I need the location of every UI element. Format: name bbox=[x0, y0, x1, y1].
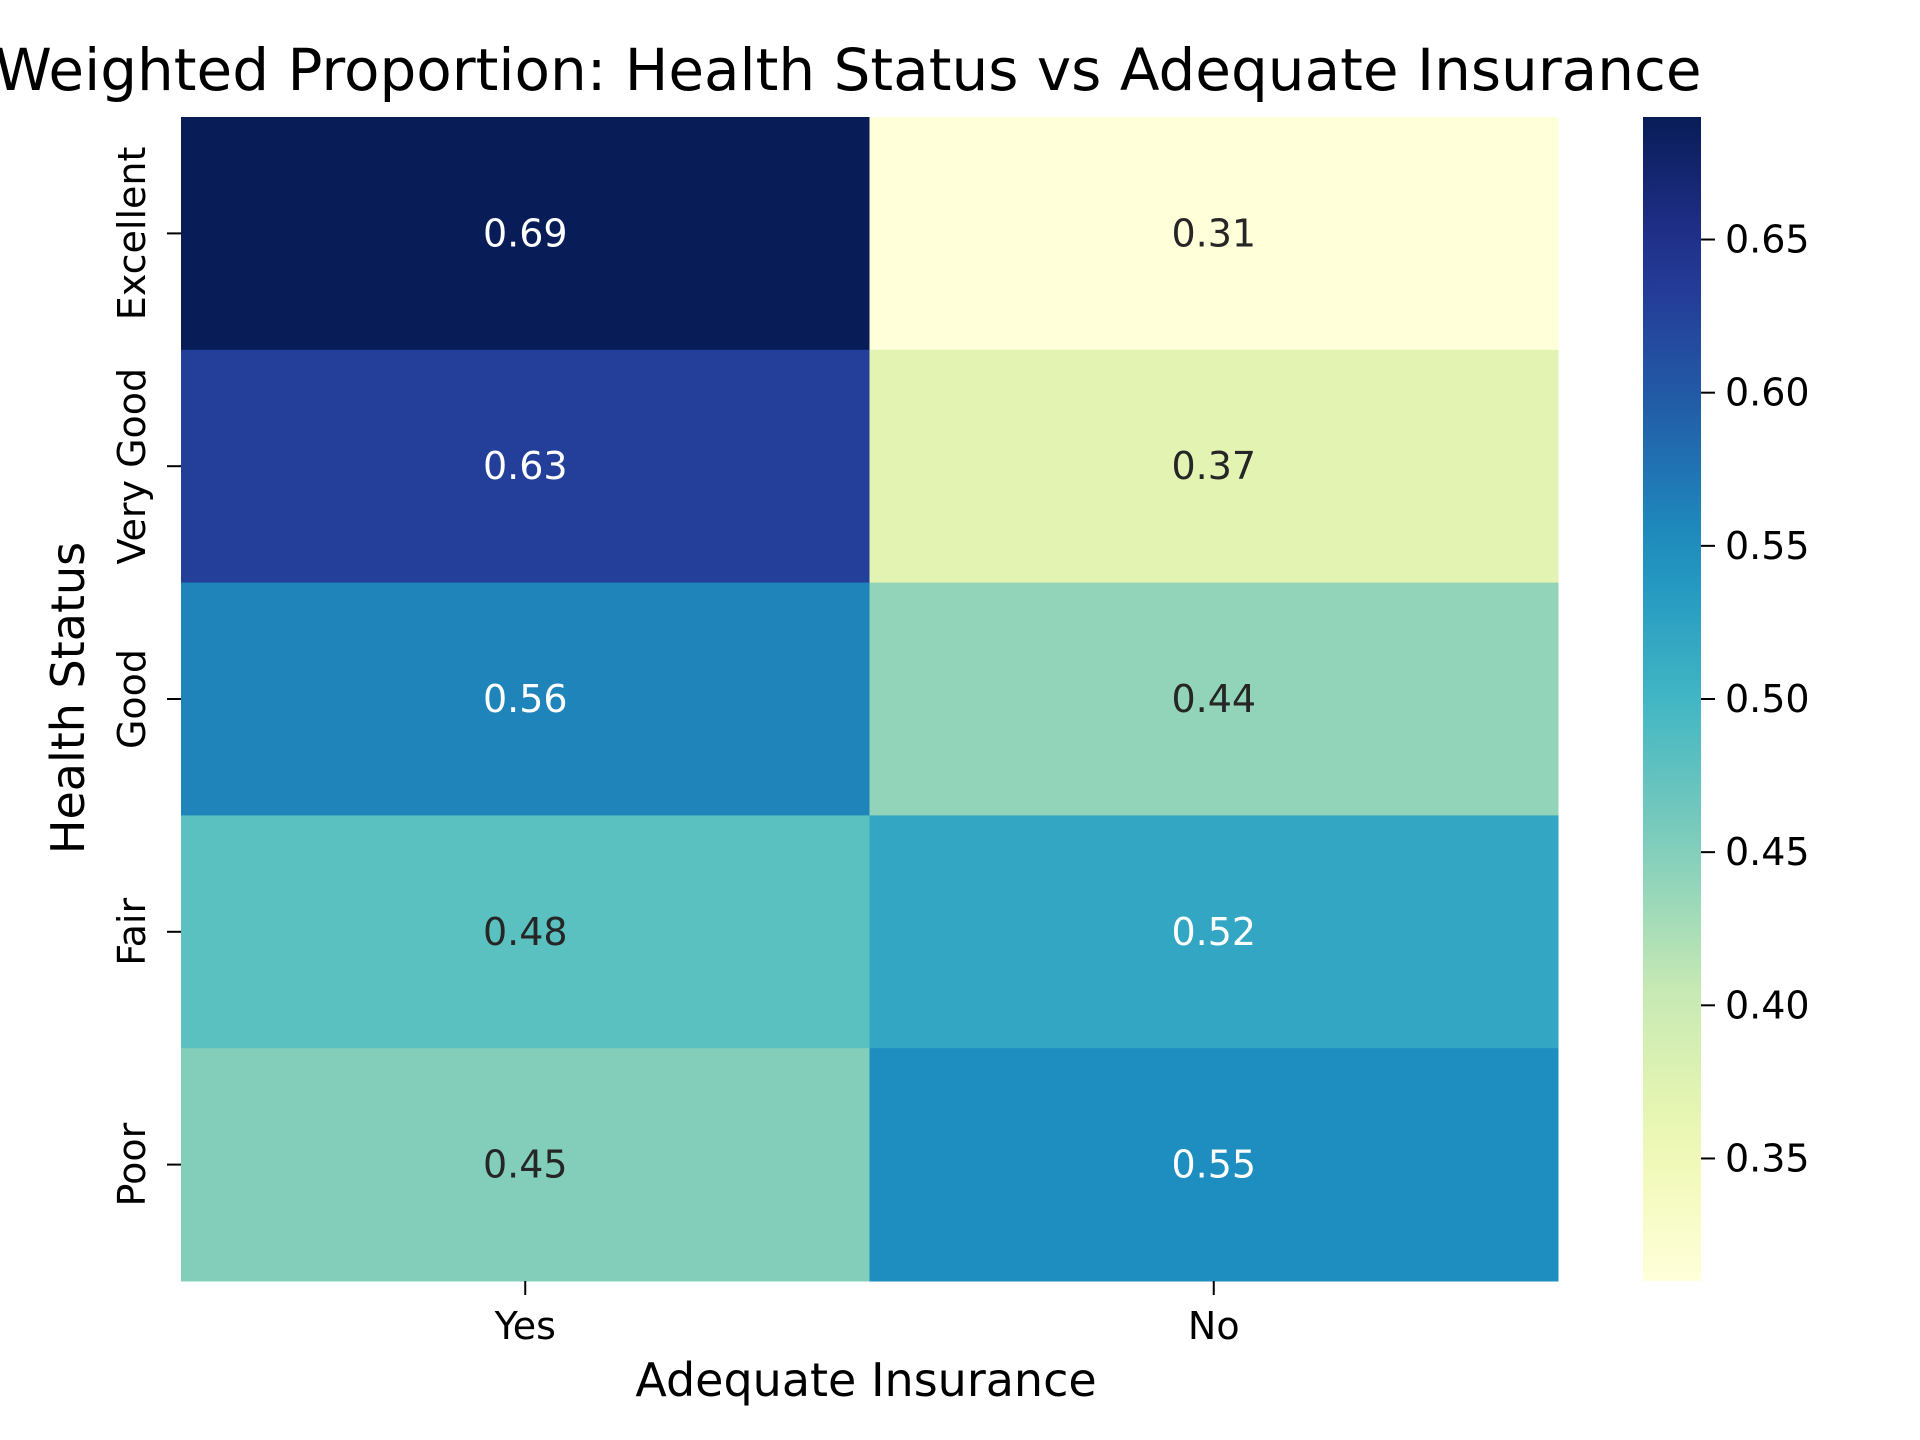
y-tick-label: Poor bbox=[110, 1122, 154, 1206]
cell-value-label: 0.56 bbox=[483, 677, 568, 721]
colorbar-ticks: 0.35 0.40 0.45 0.50 0.55 0.60 0.65 bbox=[1701, 218, 1810, 1180]
y-axis-label: Health Status bbox=[41, 542, 95, 854]
x-axis-label: Adequate Insurance bbox=[635, 1353, 1096, 1407]
colorbar-tick-label: 0.40 bbox=[1725, 983, 1810, 1027]
colorbar-tick-label: 0.35 bbox=[1725, 1136, 1810, 1180]
chart-title: Weighted Proportion: Health Status vs Ad… bbox=[0, 36, 1702, 104]
cell-value-label: 0.63 bbox=[483, 444, 568, 488]
heatmap-cell bbox=[869, 815, 1559, 1049]
x-axis: Yes No bbox=[494, 1281, 1240, 1348]
cell-value-label: 0.55 bbox=[1171, 1143, 1256, 1187]
heatmap-cell bbox=[869, 1048, 1559, 1282]
heatmap-cell bbox=[869, 117, 1559, 351]
cell-value-label: 0.69 bbox=[483, 211, 568, 255]
cell-value-label: 0.44 bbox=[1171, 677, 1256, 721]
heatmap-cell-labels: 0.69 0.31 0.63 0.37 0.56 0.44 0.48 0.52 0.45 0.55 bbox=[483, 211, 1256, 1186]
heatmap-cell bbox=[181, 349, 870, 584]
heatmap-cell bbox=[181, 582, 870, 816]
cell-value-label: 0.37 bbox=[1171, 444, 1256, 488]
colorbar bbox=[1643, 117, 1701, 1281]
heatmap-cell bbox=[181, 1048, 870, 1282]
colorbar-tick-label: 0.65 bbox=[1725, 218, 1810, 262]
heatmap-cell bbox=[869, 349, 1559, 584]
y-tick-label: Good bbox=[110, 649, 154, 749]
y-tick-label: Fair bbox=[110, 898, 154, 966]
x-tick-label: Yes bbox=[494, 1304, 556, 1348]
cell-value-label: 0.31 bbox=[1171, 211, 1256, 255]
y-axis: Excellent Very Good Good Fair Poor bbox=[110, 147, 181, 1206]
heatmap-cell bbox=[181, 815, 870, 1049]
heatmap-cells bbox=[181, 117, 1559, 1282]
cell-value-label: 0.52 bbox=[1171, 910, 1256, 954]
heatmap-cell bbox=[181, 117, 870, 351]
colorbar-tick-label: 0.60 bbox=[1725, 371, 1810, 415]
cell-value-label: 0.48 bbox=[483, 910, 568, 954]
cell-value-label: 0.45 bbox=[483, 1143, 568, 1187]
x-tick-label: No bbox=[1188, 1304, 1240, 1348]
colorbar-tick-label: 0.55 bbox=[1725, 524, 1810, 568]
colorbar-tick-label: 0.50 bbox=[1725, 677, 1810, 721]
heatmap-cell bbox=[869, 582, 1559, 816]
colorbar-tick-label: 0.45 bbox=[1725, 830, 1810, 874]
y-tick-label: Very Good bbox=[110, 368, 154, 565]
y-tick-label: Excellent bbox=[110, 147, 154, 321]
